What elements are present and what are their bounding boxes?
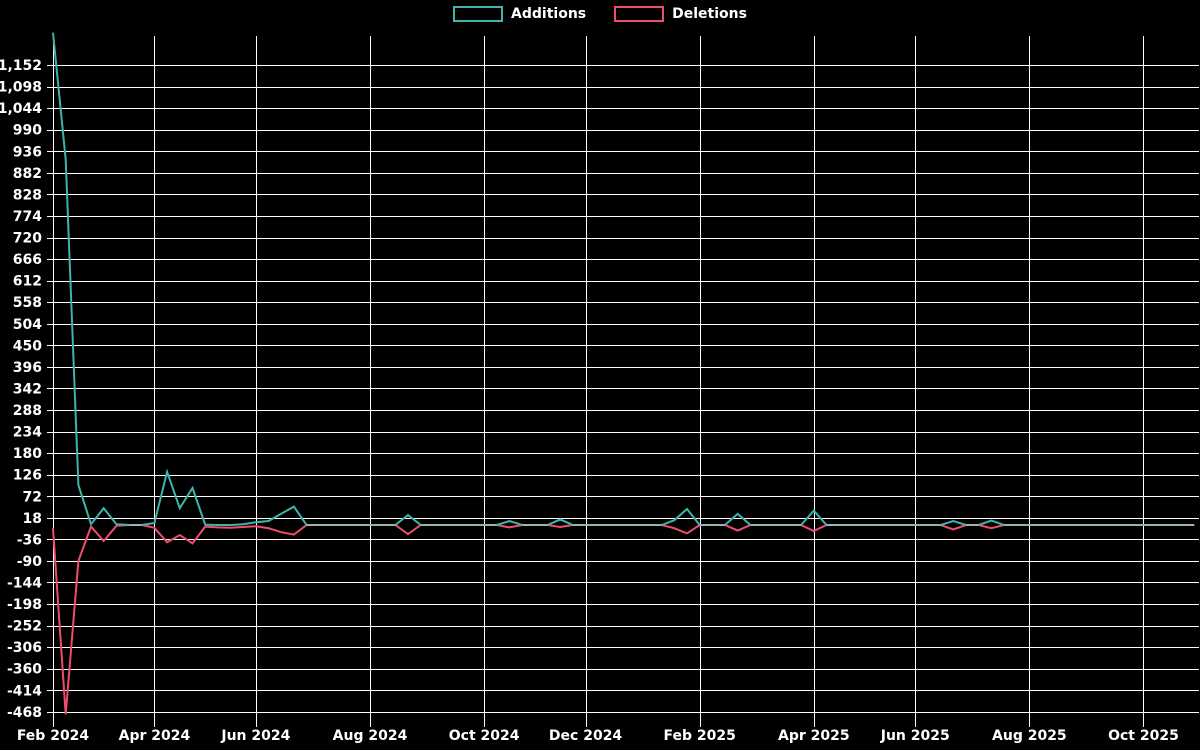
- y-tick-label: 126: [13, 468, 42, 484]
- chart-legend: Additions Deletions: [0, 6, 1200, 22]
- y-tick-label: -360: [7, 662, 42, 678]
- y-tick-label: -36: [17, 532, 42, 548]
- y-tick-label: -144: [7, 575, 42, 591]
- y-tick-label: 234: [13, 425, 42, 441]
- y-tick-label: 828: [13, 187, 42, 203]
- deletions-line: [52, 524, 1195, 715]
- x-tick-label: Oct 2024: [449, 728, 520, 744]
- y-tick-label: 720: [13, 231, 42, 247]
- x-tick-label: Apr 2025: [778, 728, 850, 744]
- legend-label-deletions: Deletions: [672, 6, 747, 22]
- y-tick-label: 504: [13, 317, 42, 333]
- y-tick-label: 180: [13, 446, 42, 462]
- x-tick-label: Feb 2024: [17, 728, 90, 744]
- x-tick-label: Jun 2024: [220, 728, 290, 744]
- y-tick-label: 450: [13, 338, 42, 354]
- y-tick-label: 1,044: [0, 101, 42, 117]
- x-tick-label: Feb 2025: [664, 728, 736, 744]
- y-tick-label: 666: [13, 252, 42, 268]
- y-tick-label: 396: [13, 360, 42, 376]
- y-tick-label: -198: [7, 597, 42, 613]
- y-tick-label: 18: [23, 511, 42, 527]
- legend-item-additions[interactable]: Additions: [453, 6, 586, 22]
- deletions-swatch-icon: [614, 6, 665, 22]
- additions-swatch-icon: [453, 6, 504, 22]
- y-tick-label: 558: [13, 295, 42, 311]
- y-tick-label: -252: [7, 619, 42, 635]
- additions-line: [52, 32, 1195, 527]
- x-tick-label: Apr 2024: [119, 728, 191, 744]
- legend-label-additions: Additions: [511, 6, 587, 22]
- legend-item-deletions[interactable]: Deletions: [614, 6, 747, 22]
- y-tick-label: 72: [23, 489, 42, 505]
- y-tick-label: 288: [13, 403, 42, 419]
- y-tick-label: 882: [13, 166, 42, 182]
- x-tick-label: Dec 2024: [549, 728, 623, 744]
- x-tick-label: Aug 2025: [992, 728, 1067, 744]
- x-tick-label: Oct 2025: [1108, 728, 1179, 744]
- y-tick-label: 342: [13, 381, 42, 397]
- y-tick-label: 1,152: [0, 58, 42, 74]
- y-tick-label: 774: [13, 209, 42, 225]
- y-tick-label: -414: [7, 683, 42, 699]
- y-tick-label: 990: [13, 123, 42, 139]
- y-tick-label: -468: [7, 705, 42, 721]
- x-tick-label: Aug 2024: [333, 728, 408, 744]
- y-tick-label: -90: [17, 554, 43, 570]
- y-tick-label: 936: [13, 144, 42, 160]
- y-tick-label: 612: [13, 274, 42, 290]
- x-tick-label: Jun 2025: [880, 728, 950, 744]
- y-tick-label: 1,098: [0, 80, 42, 96]
- y-tick-label: -306: [7, 640, 42, 656]
